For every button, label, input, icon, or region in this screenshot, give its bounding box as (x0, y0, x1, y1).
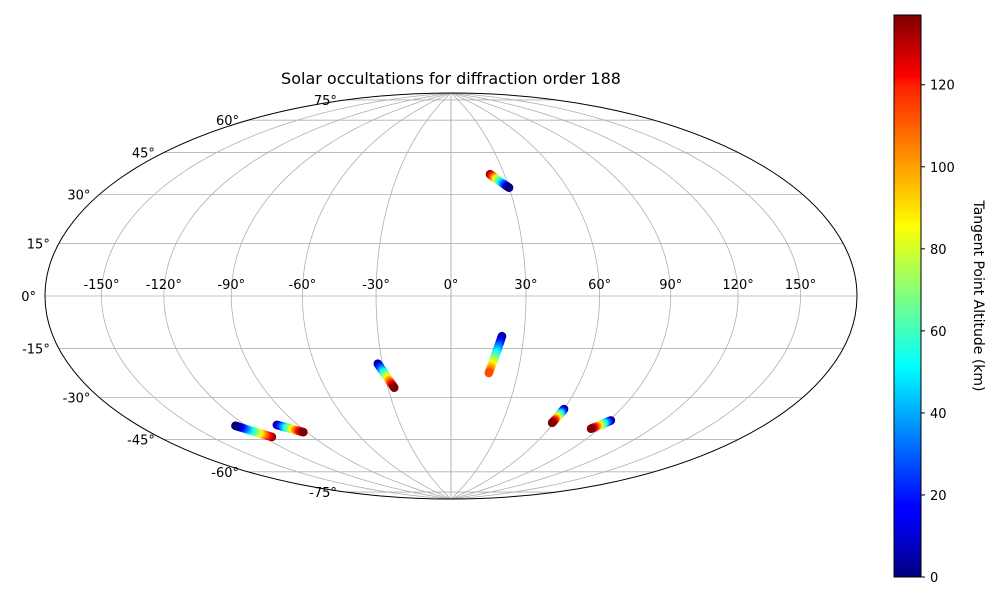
lon-tick-label: 60° (588, 278, 611, 293)
lat-tick-label: -60° (211, 466, 239, 481)
colorbar-tick-label: 40 (930, 407, 947, 422)
occultation-track (373, 359, 399, 392)
lat-tick-label: 30° (67, 189, 90, 204)
occultation-track (586, 416, 616, 433)
lon-tick-labels: -150° -120° -90° -60° -30° 0° 30° 60° 90° 120° 150… (83, 278, 816, 293)
chart-title: Solar occultations for diffraction order… (281, 69, 621, 88)
lon-tick-label: 30° (514, 278, 537, 293)
colorbar (893, 14, 922, 578)
lat-tick-label: -30° (63, 392, 91, 407)
lon-tick-label: 0° (444, 278, 459, 293)
lat-tick-label: 75° (314, 94, 337, 109)
lat-tick-label: -75° (309, 486, 337, 501)
colorbar-tick-label: 0 (930, 571, 938, 586)
lon-tick-label: 90° (659, 278, 682, 293)
occultation-track (485, 169, 514, 192)
occultation-track (272, 420, 308, 437)
track-point (504, 183, 514, 192)
lon-tick-label: -60° (289, 278, 317, 293)
occultation-track (484, 331, 507, 378)
map-boundary (44, 92, 858, 500)
map-grid (45, 93, 857, 499)
colorbar-tick-label: 100 (930, 161, 955, 176)
lon-tick-label: -90° (217, 278, 245, 293)
lat-tick-label: 45° (132, 146, 155, 161)
lat-tick-label: 0° (21, 290, 36, 305)
lon-tick-label: -120° (146, 278, 182, 293)
track-point (299, 427, 308, 437)
track-point (586, 424, 596, 433)
lon-tick-label: -30° (362, 278, 390, 293)
lat-tick-label: -45° (127, 434, 155, 449)
track-point (484, 368, 494, 378)
lat-tick-label: 60° (216, 114, 239, 129)
colorbar-label: Tangent Point Altitude (km) (970, 199, 986, 391)
occultation-track (547, 404, 569, 428)
track-point (547, 418, 557, 428)
colorbar-tick-label: 20 (930, 489, 947, 504)
lon-tick-label: 120° (722, 278, 753, 293)
colorbar-ticks: 0 20 40 60 80 100 120 (921, 79, 955, 586)
colorbar-tick-label: 120 (930, 79, 955, 94)
colorbar-tick-label: 80 (930, 243, 947, 258)
occultation-track (231, 421, 277, 442)
track-point (389, 383, 399, 392)
lat-tick-label: -15° (22, 343, 50, 358)
lat-tick-labels: -75° -60° -45° -30° -15° 0° 15° 30° 45° 60° 75° (21, 94, 337, 501)
lon-tick-label: -150° (83, 278, 119, 293)
lat-tick-label: 15° (27, 237, 50, 252)
colorbar-tick-label: 60 (930, 325, 947, 340)
occultation-tracks (231, 169, 616, 442)
lon-tick-label: 150° (785, 278, 816, 293)
track-point (231, 421, 240, 431)
